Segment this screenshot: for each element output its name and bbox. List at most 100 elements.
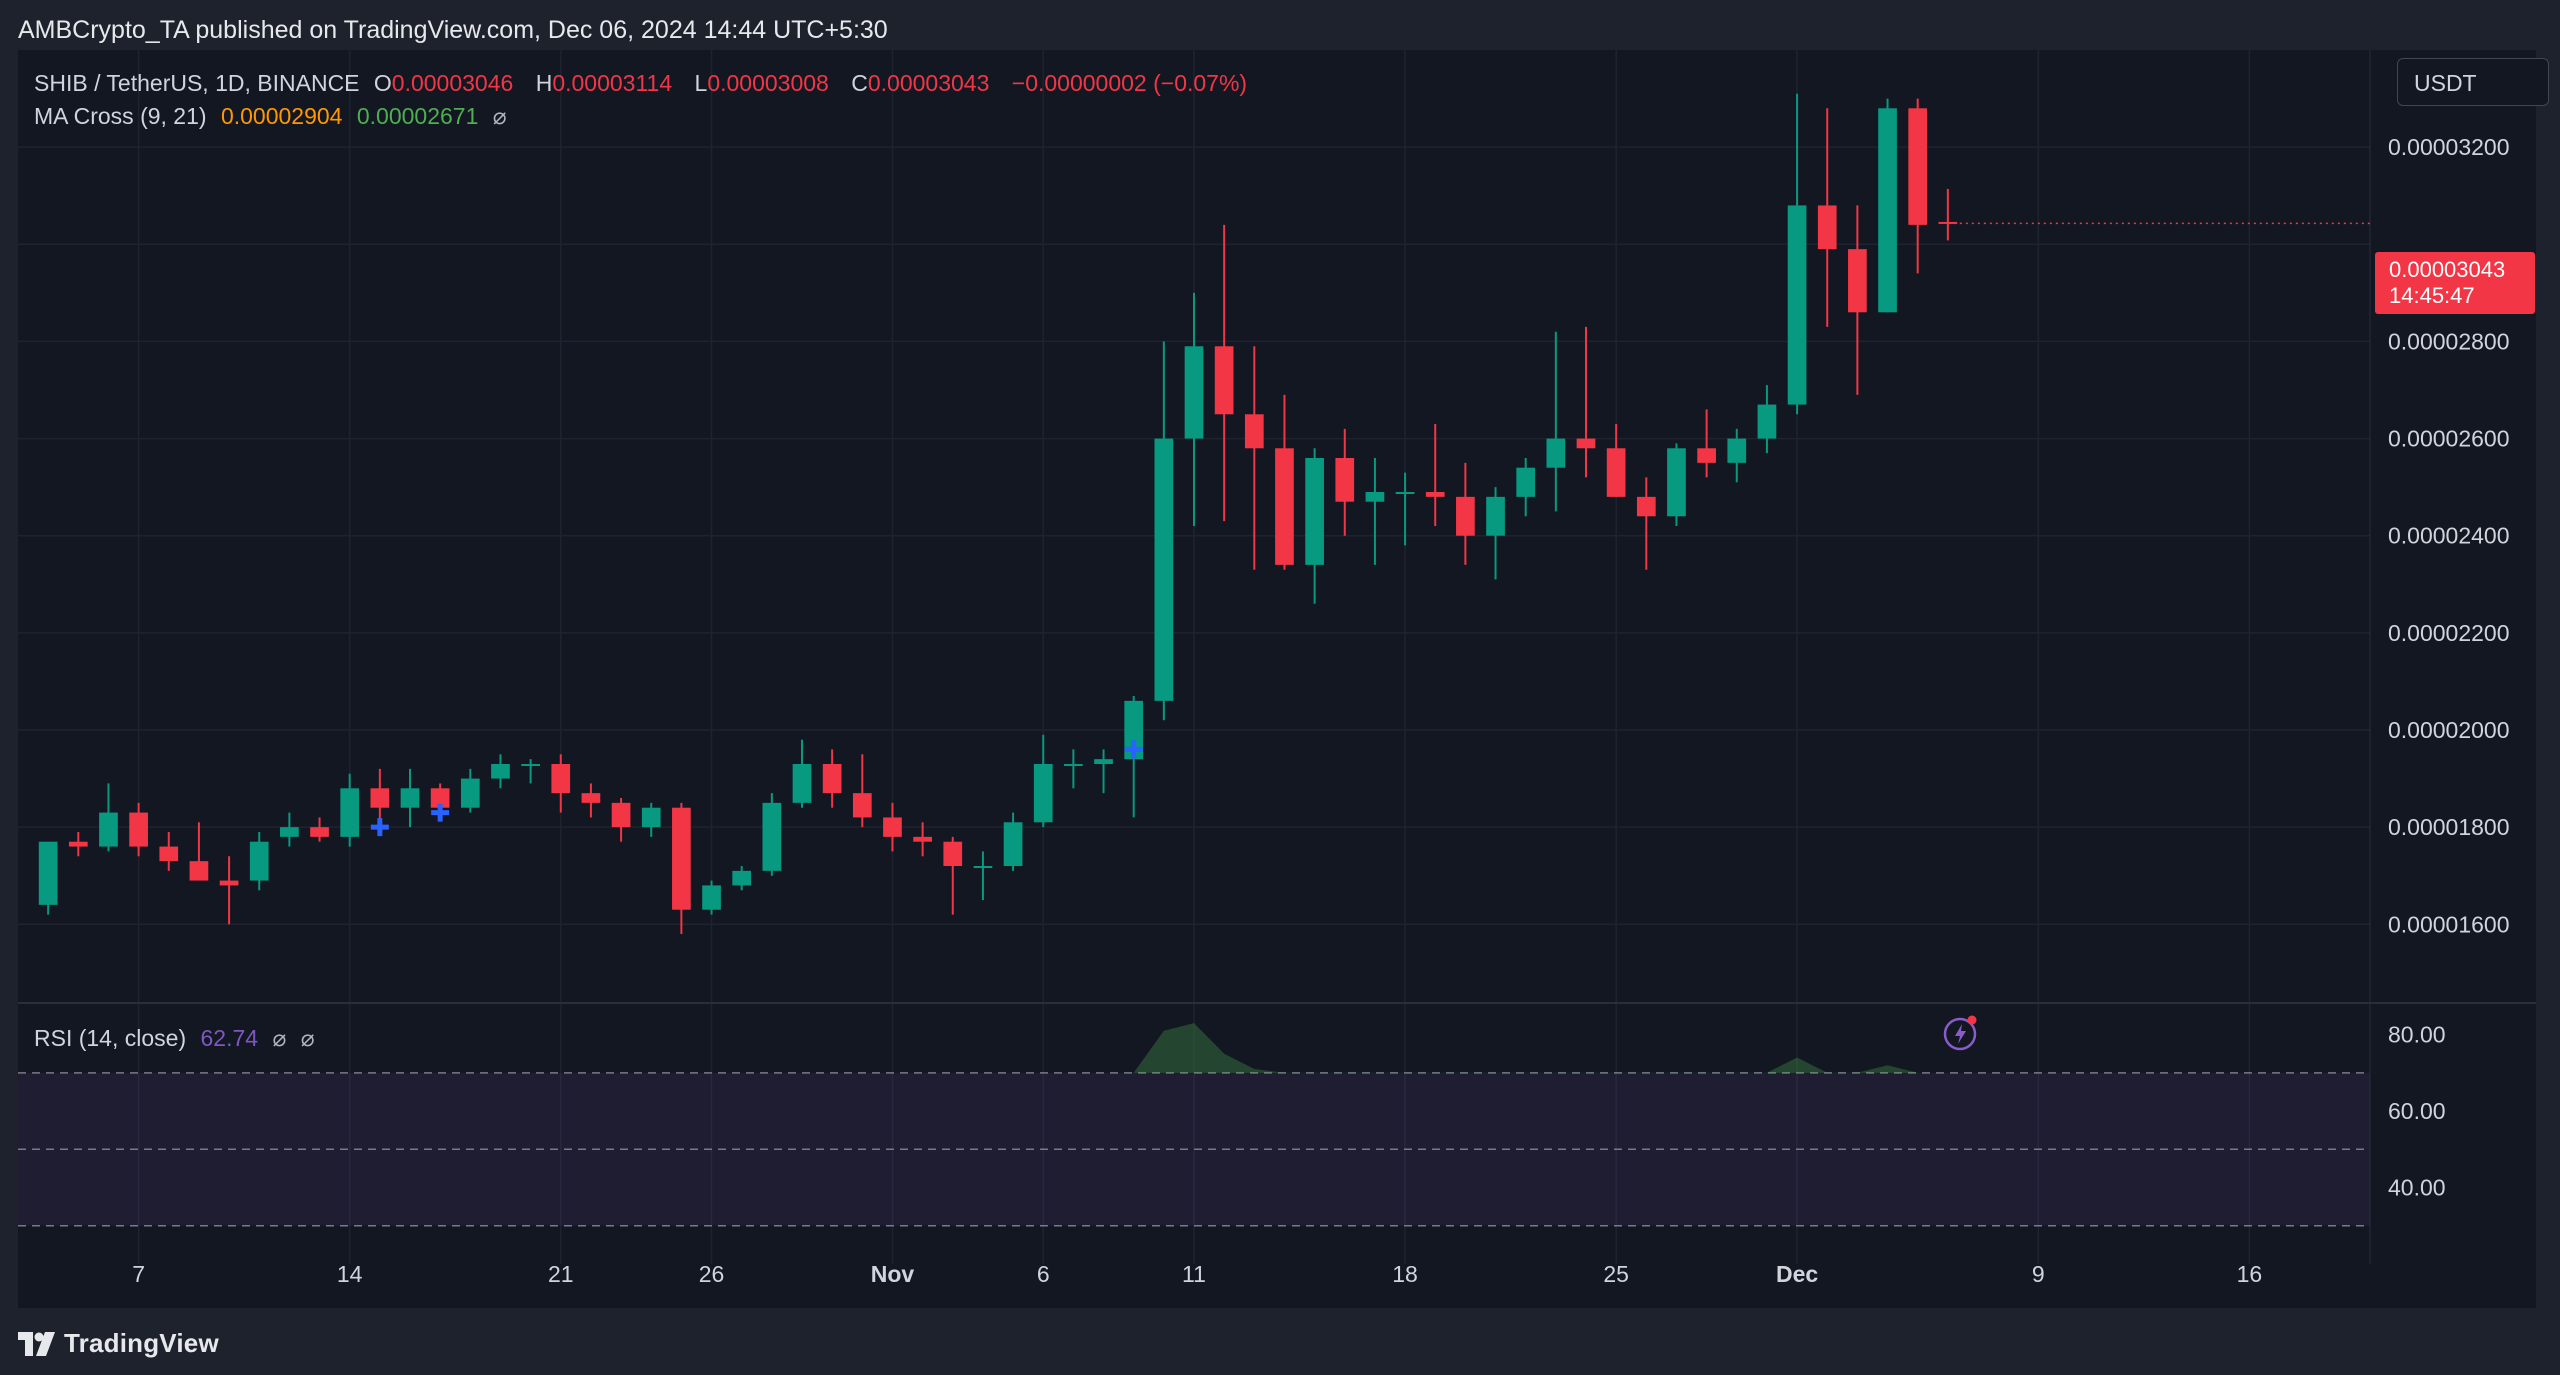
candle-up[interactable] xyxy=(1516,467,1536,497)
candle-down[interactable] xyxy=(1335,458,1355,502)
candle-down[interactable] xyxy=(551,764,571,794)
price-tick-label: 0.00002400 xyxy=(2388,523,2510,549)
time-tick-label: 14 xyxy=(337,1261,363,1287)
rsi-legend: RSI (14, close) 62.74 ⌀ ⌀ xyxy=(34,1025,323,1052)
chart-background xyxy=(18,50,2536,1308)
candle-up[interactable] xyxy=(702,885,721,910)
candle-up[interactable] xyxy=(460,778,480,808)
candle-down[interactable] xyxy=(913,836,932,842)
candle-down[interactable] xyxy=(1576,438,1596,449)
candle-up[interactable] xyxy=(340,788,360,837)
bar-countdown: 14:45:47 xyxy=(2389,283,2475,308)
candle-down[interactable] xyxy=(822,764,842,794)
candle-down[interactable] xyxy=(1425,492,1445,497)
ma-label[interactable]: MA Cross (9, 21) xyxy=(34,103,207,129)
candle-up[interactable] xyxy=(1064,764,1083,766)
candle-down[interactable] xyxy=(430,788,450,808)
candle-up[interactable] xyxy=(99,812,118,847)
candle-up[interactable] xyxy=(491,764,510,779)
candle-down[interactable] xyxy=(1817,205,1837,250)
candle-up[interactable] xyxy=(1184,346,1204,439)
candle-down[interactable] xyxy=(189,861,209,881)
candle-up[interactable] xyxy=(762,802,782,871)
candle-down[interactable] xyxy=(581,793,601,803)
candle-up[interactable] xyxy=(249,841,269,881)
candle-up[interactable] xyxy=(732,870,752,886)
header: AMBCrypto_TA published on TradingView.co… xyxy=(0,0,2560,50)
candle-up[interactable] xyxy=(1878,108,1897,313)
rsi-label[interactable]: RSI (14, close) xyxy=(34,1025,187,1051)
candle-down[interactable] xyxy=(1456,496,1475,536)
last-price-tag: 0.00003043 14:45:47 xyxy=(2375,252,2535,314)
time-tick-label: 7 xyxy=(132,1261,145,1287)
candle-up[interactable] xyxy=(641,807,661,828)
candle-up[interactable] xyxy=(1787,205,1807,405)
candle-up[interactable] xyxy=(1486,496,1505,536)
time-tick-label: 26 xyxy=(699,1261,725,1287)
eye-off-icon[interactable]: ⌀ xyxy=(300,1025,315,1051)
candle-up[interactable] xyxy=(973,866,993,868)
candle-down[interactable] xyxy=(1908,108,1928,225)
currency-selector[interactable]: USDT xyxy=(2397,58,2549,106)
candle-down[interactable] xyxy=(219,880,239,886)
high-key: H xyxy=(535,70,553,96)
candle-down[interactable] xyxy=(310,827,329,837)
candle-down[interactable] xyxy=(159,846,179,862)
candle-up[interactable] xyxy=(792,764,812,803)
candle-up[interactable] xyxy=(1365,492,1385,502)
low-key: L xyxy=(694,70,708,96)
ma-slow-value: 0.00002671 xyxy=(356,103,479,129)
eye-off-icon[interactable]: ⌀ xyxy=(272,1025,287,1051)
candle-up[interactable] xyxy=(1667,448,1686,517)
candle-down[interactable] xyxy=(943,841,963,866)
candle-down[interactable] xyxy=(1697,448,1716,463)
candle-up[interactable] xyxy=(1395,492,1415,494)
last-price: 0.00003043 xyxy=(2389,257,2506,282)
candle-up[interactable] xyxy=(280,827,299,837)
candle-up[interactable] xyxy=(1546,438,1566,468)
candle-up[interactable] xyxy=(521,764,540,766)
chart-canvas[interactable]: 0.00001600 0.00001800 0.00002000 0.00002200… xyxy=(18,50,2536,1308)
chart-area[interactable]: 0.00001600 0.00001800 0.00002000 0.00002200… xyxy=(18,50,2549,1308)
candle-up[interactable] xyxy=(1033,764,1053,823)
candle-down[interactable] xyxy=(1214,346,1234,415)
candle-down[interactable] xyxy=(672,807,691,910)
time-tick-label: 16 xyxy=(2237,1261,2263,1287)
candle-down[interactable] xyxy=(1606,448,1626,497)
candle-down[interactable] xyxy=(370,788,390,808)
ma-cross-marker xyxy=(1124,740,1143,759)
candle-down[interactable] xyxy=(1244,414,1264,449)
candle-down[interactable] xyxy=(852,793,872,818)
candle-down[interactable] xyxy=(1848,249,1867,313)
rsi-overbought-fill xyxy=(1133,1023,1918,1073)
close-value: 0.00003043 xyxy=(867,70,990,96)
candle-up[interactable] xyxy=(1094,759,1113,764)
candle-down[interactable] xyxy=(1275,448,1294,565)
symbol-label[interactable]: SHIB / TetherUS, 1D, BINANCE xyxy=(34,70,360,96)
candle-down[interactable] xyxy=(611,802,631,828)
candle-up[interactable] xyxy=(1124,700,1144,760)
brand-name: TradingView xyxy=(64,1328,219,1358)
tradingview-logo[interactable]: TradingView xyxy=(18,1328,219,1359)
price-tick-label: 0.00001800 xyxy=(2388,814,2510,840)
lightning-alert-icon[interactable] xyxy=(1942,1012,1982,1052)
candle-up[interactable] xyxy=(38,841,58,905)
candle-down[interactable] xyxy=(68,841,88,847)
eye-off-icon[interactable]: ⌀ xyxy=(492,103,507,129)
candle-down[interactable] xyxy=(129,812,148,847)
change-value: −0.00000002 (−0.07%) xyxy=(1011,70,1248,96)
rsi-value: 62.74 xyxy=(200,1025,259,1051)
candle-up[interactable] xyxy=(1757,404,1777,439)
time-tick-label: 11 xyxy=(1182,1261,1206,1287)
candle-up[interactable] xyxy=(1305,458,1324,565)
candle-up[interactable] xyxy=(400,788,420,808)
ma-cross-marker xyxy=(370,818,389,837)
candle-down[interactable] xyxy=(883,817,902,837)
time-tick-label: 18 xyxy=(1392,1261,1418,1287)
candle-down[interactable] xyxy=(1636,496,1656,517)
candle-up[interactable] xyxy=(1727,438,1747,463)
candle-up[interactable] xyxy=(1154,438,1174,701)
time-tick-label: 6 xyxy=(1037,1261,1050,1287)
candle-up[interactable] xyxy=(1003,822,1023,866)
price-tick-label: 0.00002200 xyxy=(2388,620,2510,646)
